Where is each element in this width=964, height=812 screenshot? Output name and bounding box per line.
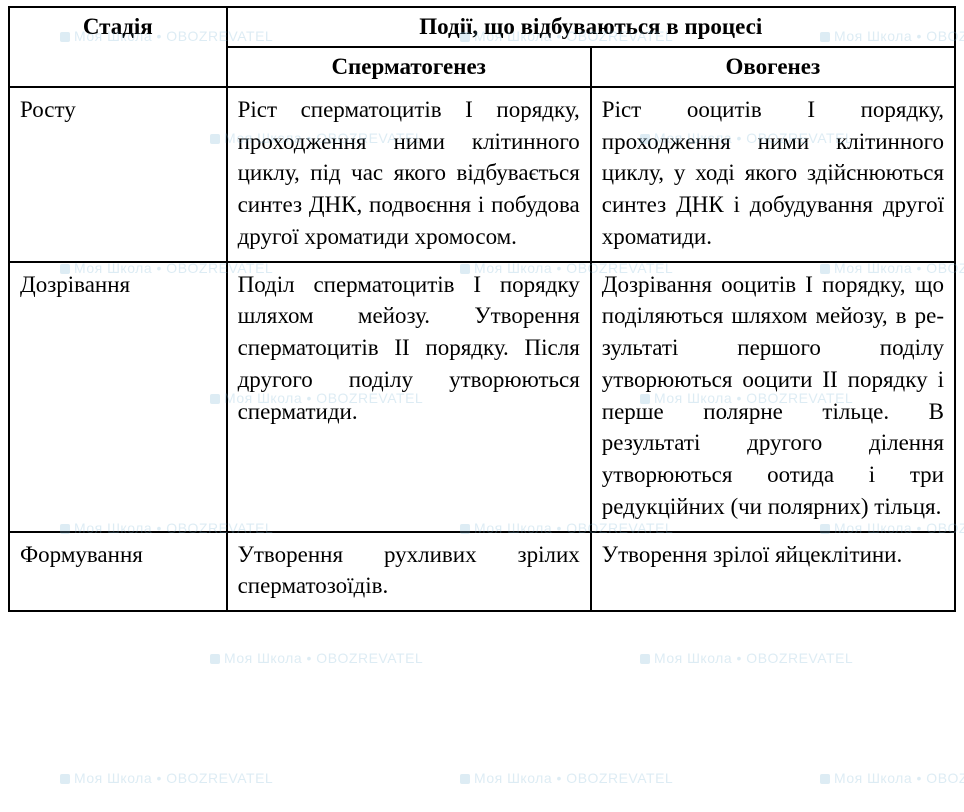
page-container: Стадія Події, що відбуваються в процесі … — [0, 0, 964, 812]
watermark-text: Моя Школа • OBOZREVATEL — [60, 770, 273, 786]
header-spermatogenesis: Сперматогенез — [227, 47, 591, 87]
header-events: Події, що відбуваються в процесі — [227, 7, 955, 47]
watermark-text: Моя Школа • OBOZREVATEL — [820, 770, 964, 786]
table-row: Формування Утворення рухливих зрілих спе… — [9, 532, 955, 611]
cell-oo: Утворення зрілої яйце­клітини. — [591, 532, 955, 611]
watermark-text: Моя Школа • OBOZREVATEL — [640, 650, 853, 666]
cell-stage: Формування — [9, 532, 227, 611]
cell-oo: Ріст ооцитів І порядку, проходження ними… — [591, 87, 955, 262]
cell-stage: Дозрівання — [9, 262, 227, 532]
cell-oo: Дозрівання ооцитів І по­рядку, що поділя… — [591, 262, 955, 532]
table-body: Росту Ріст сперматоцитів І по­рядку, про… — [9, 87, 955, 611]
table-row: Росту Ріст сперматоцитів І по­рядку, про… — [9, 87, 955, 262]
cell-sperm: Поділ сперматоцитів І порядку шляхом мей… — [227, 262, 591, 532]
watermark-text: Моя Школа • OBOZREVATEL — [460, 770, 673, 786]
table-row: Дозрівання Поділ сперматоцитів І порядку… — [9, 262, 955, 532]
watermark-text: Моя Школа • OBOZREVATEL — [210, 650, 423, 666]
cell-sperm: Утворення рухливих зрілих сперматозоїдів… — [227, 532, 591, 611]
header-ovogenesis: Овогенез — [591, 47, 955, 87]
comparison-table: Стадія Події, що відбуваються в процесі … — [8, 6, 956, 612]
header-stage: Стадія — [9, 7, 227, 87]
cell-stage: Росту — [9, 87, 227, 262]
cell-sperm: Ріст сперматоцитів І по­рядку, проходжен… — [227, 87, 591, 262]
